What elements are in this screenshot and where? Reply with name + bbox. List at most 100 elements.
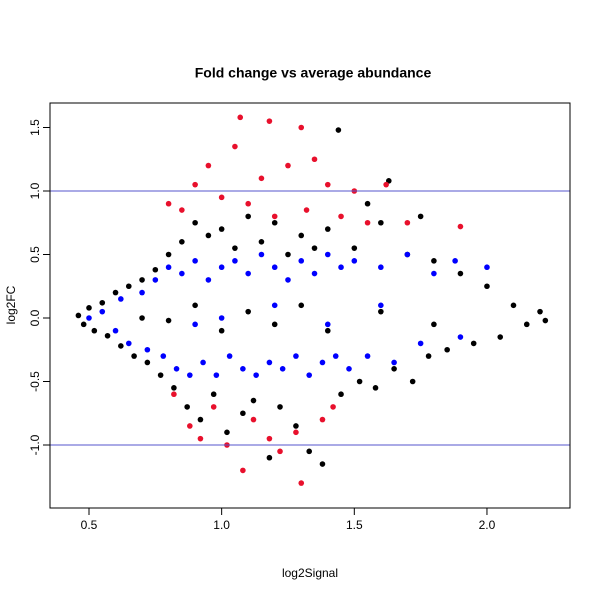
- point: [152, 266, 159, 273]
- point: [192, 302, 198, 309]
- point: [364, 200, 371, 207]
- point: [351, 258, 358, 264]
- point: [245, 270, 251, 277]
- point: [364, 219, 371, 226]
- point: [258, 251, 265, 258]
- point: [226, 353, 233, 359]
- point: [444, 346, 450, 353]
- y-tick-label: -0.5: [28, 371, 42, 392]
- point: [293, 423, 299, 429]
- point: [279, 366, 286, 372]
- point: [266, 359, 273, 366]
- point: [298, 302, 305, 309]
- point: [364, 353, 371, 359]
- point: [139, 289, 145, 296]
- x-tick-label: 1.0: [213, 518, 230, 532]
- point: [192, 181, 198, 188]
- point: [210, 391, 217, 398]
- point: [165, 264, 172, 271]
- point: [417, 340, 424, 347]
- point: [125, 340, 132, 347]
- point: [277, 404, 283, 410]
- point: [285, 162, 291, 169]
- point: [157, 372, 164, 378]
- point: [75, 312, 82, 319]
- point: [152, 277, 159, 283]
- x-tick-label: 2.0: [479, 518, 496, 532]
- point: [245, 213, 251, 220]
- point: [452, 258, 458, 264]
- point: [404, 219, 411, 226]
- point: [306, 372, 313, 378]
- point: [205, 232, 212, 239]
- point: [497, 334, 504, 340]
- point: [431, 321, 437, 328]
- point: [205, 162, 212, 169]
- point: [271, 302, 278, 309]
- point: [192, 321, 198, 328]
- point: [391, 359, 397, 366]
- point: [266, 118, 273, 124]
- point: [179, 207, 185, 213]
- point: [171, 385, 177, 391]
- point: [277, 448, 283, 455]
- point: [210, 404, 217, 410]
- point: [391, 366, 397, 372]
- point: [80, 321, 87, 328]
- point: [378, 264, 384, 271]
- point: [356, 378, 363, 385]
- point: [240, 366, 246, 372]
- point: [165, 317, 172, 324]
- point: [179, 270, 185, 277]
- point: [218, 226, 225, 232]
- point: [200, 359, 206, 366]
- point: [131, 353, 137, 359]
- point: [232, 245, 238, 251]
- point: [383, 181, 389, 188]
- point: [144, 346, 151, 353]
- point: [125, 283, 132, 290]
- point: [298, 232, 305, 239]
- point: [303, 207, 310, 213]
- point: [311, 270, 318, 277]
- point: [285, 251, 291, 258]
- point: [457, 270, 464, 277]
- point: [338, 264, 344, 271]
- point: [319, 416, 326, 423]
- point: [118, 343, 124, 349]
- x-axis-label: log2Signal: [282, 566, 338, 580]
- point: [187, 423, 193, 429]
- point: [266, 454, 273, 461]
- point: [404, 251, 411, 258]
- point: [112, 327, 119, 334]
- point: [240, 410, 246, 417]
- point: [139, 315, 145, 321]
- point: [306, 448, 313, 455]
- point: [218, 327, 225, 334]
- point: [409, 378, 416, 385]
- point: [510, 302, 517, 309]
- point: [298, 480, 305, 486]
- point: [112, 289, 119, 296]
- point: [293, 353, 299, 359]
- plot-frame: [49, 102, 571, 509]
- point: [118, 296, 124, 302]
- point: [179, 239, 185, 245]
- point: [484, 283, 490, 290]
- point: [184, 404, 190, 410]
- point: [523, 321, 530, 328]
- point: [245, 308, 251, 315]
- point: [232, 258, 238, 264]
- point: [298, 124, 305, 131]
- point: [99, 299, 106, 306]
- y-tick-label: 0.0: [28, 309, 42, 326]
- point: [165, 251, 172, 258]
- point: [250, 416, 257, 423]
- y-tick-label: -1.0: [28, 434, 42, 455]
- point: [232, 143, 238, 150]
- point: [86, 315, 92, 321]
- point: [192, 219, 198, 226]
- point: [324, 181, 331, 188]
